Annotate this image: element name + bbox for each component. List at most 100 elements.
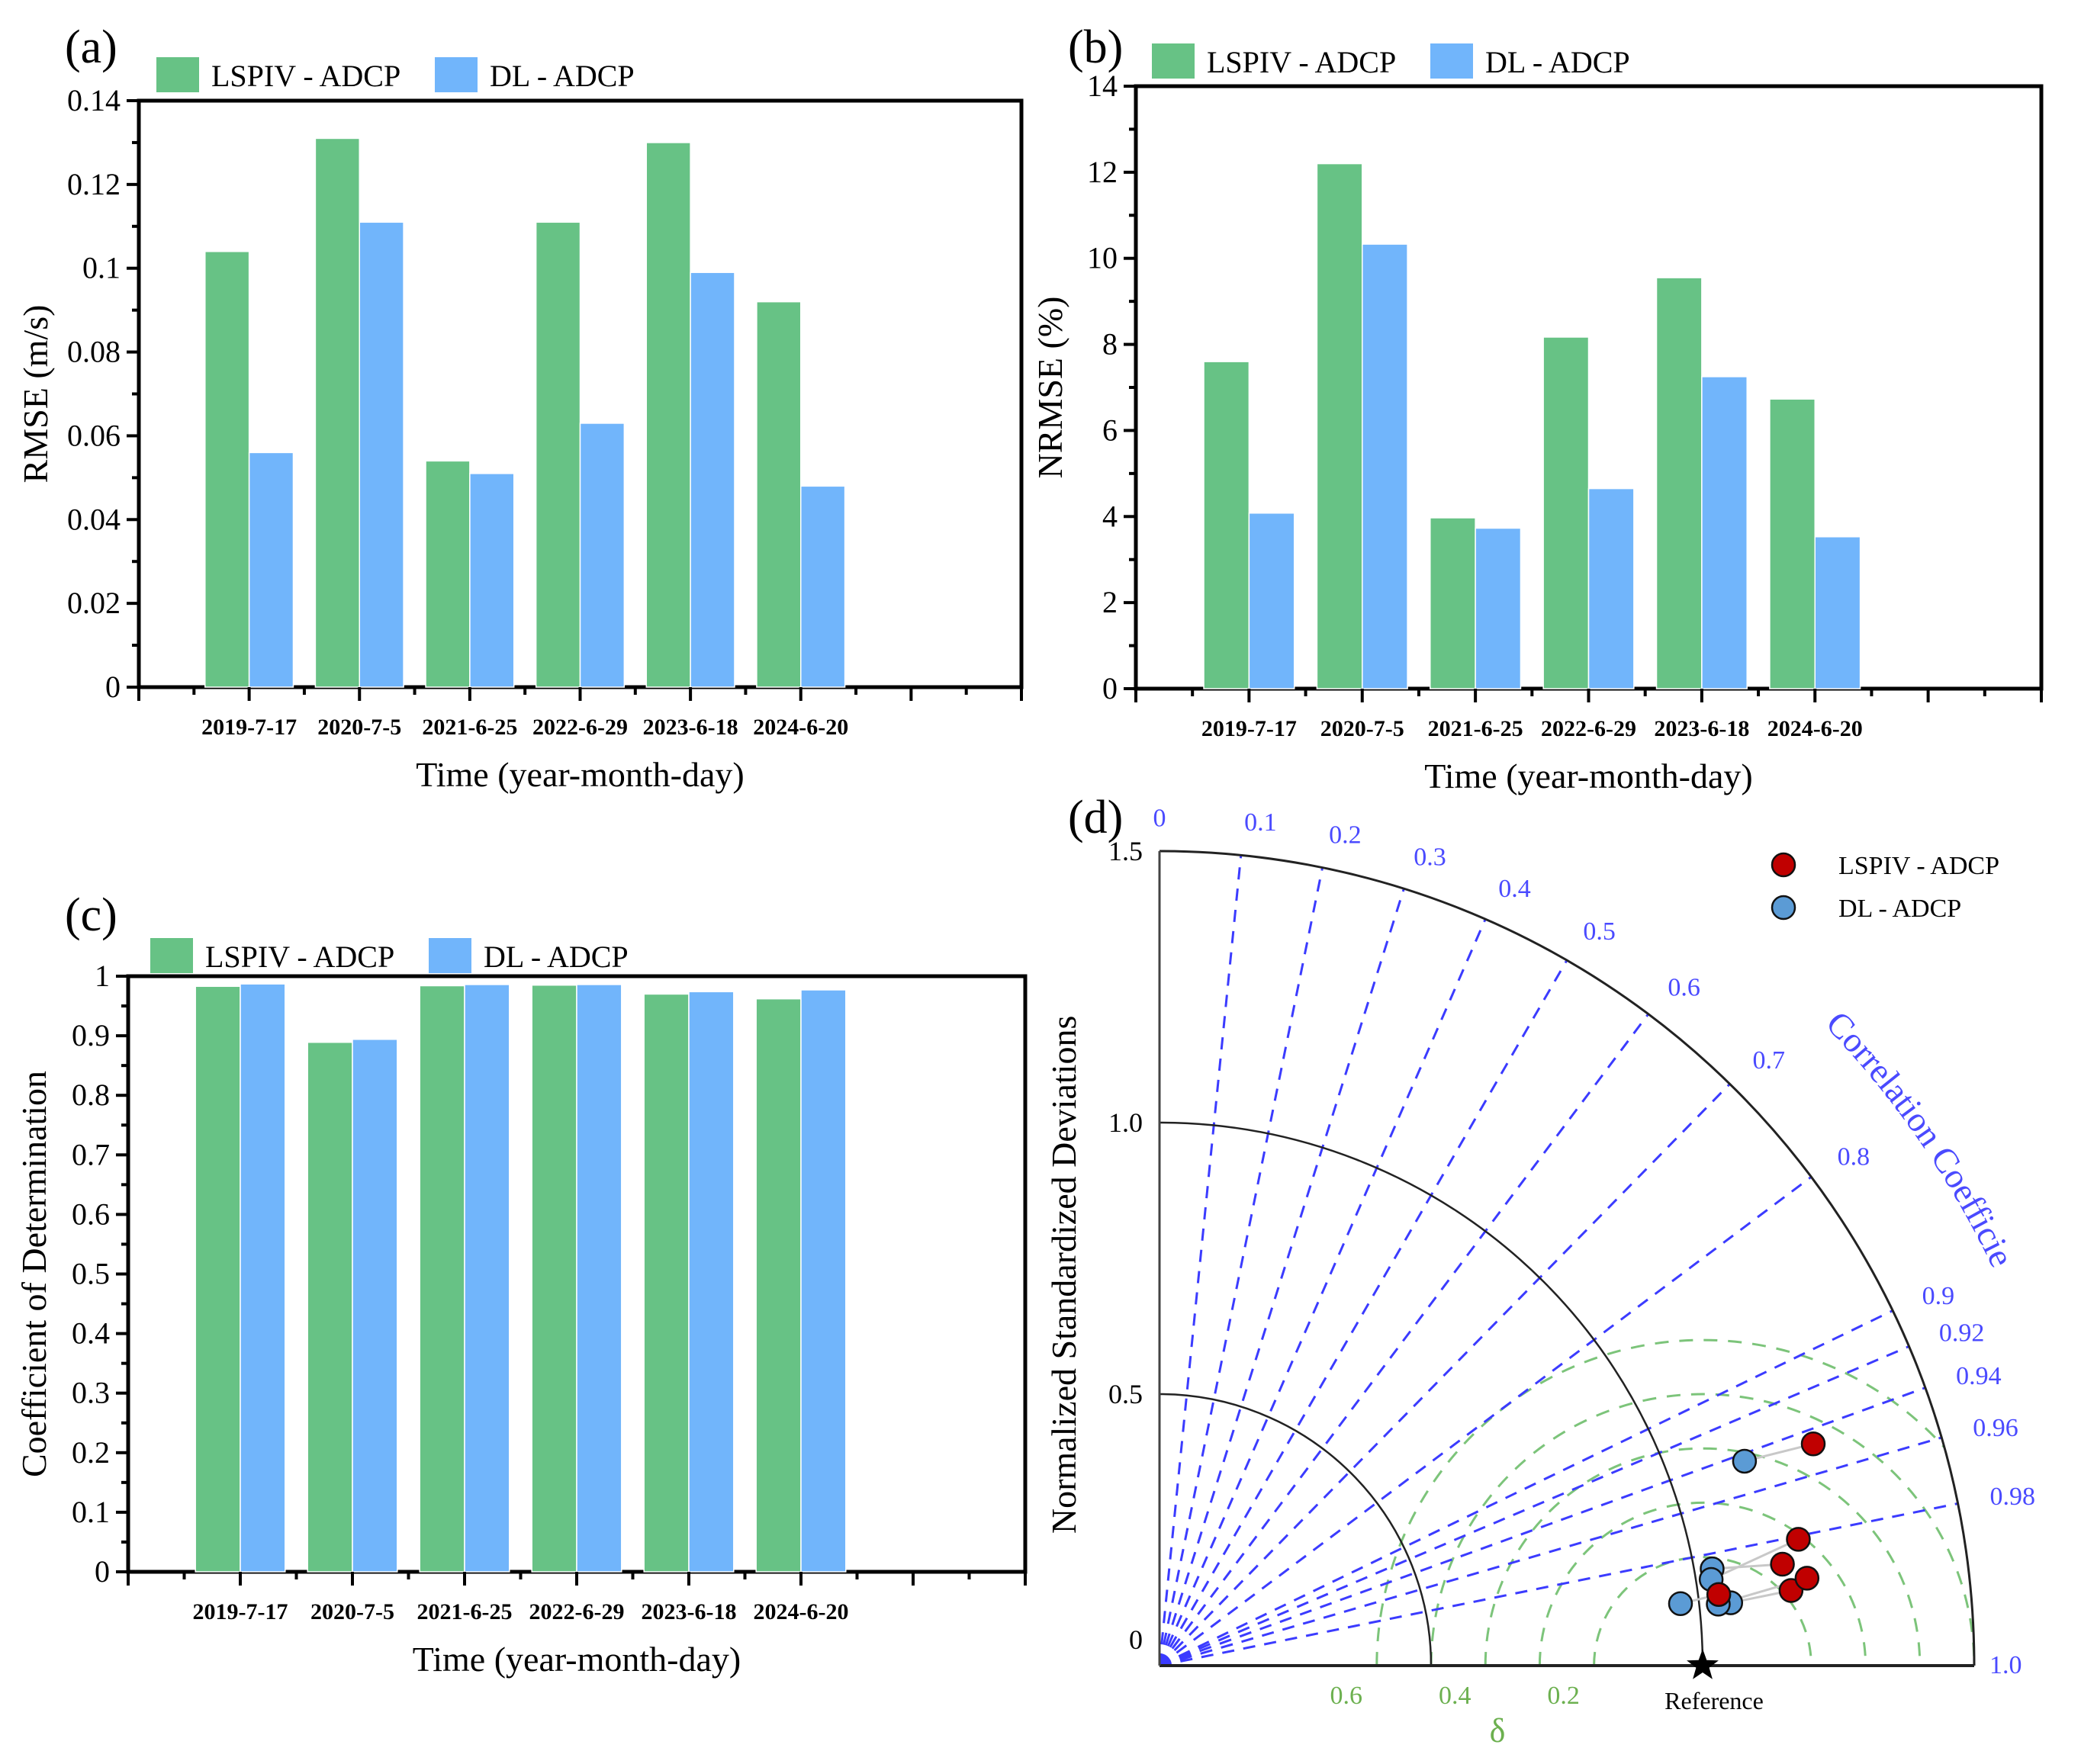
x-tick-label: 2020-7-5: [317, 715, 401, 740]
y-tick-label: 12: [1087, 155, 1118, 189]
legend-label-dl: DL - ADCP: [1838, 895, 1961, 923]
y-axis-title: Normalized Standardized Deviations: [1044, 1016, 1083, 1534]
x-tick-label: 2021-6-25: [417, 1599, 513, 1624]
reference-label: Reference: [1664, 1687, 1764, 1714]
x-axis-title: Time (year-month-day): [416, 755, 744, 794]
y-tick-label: 4: [1102, 499, 1118, 533]
y-tick-label: 10: [1087, 241, 1118, 275]
x-axis-title: Time (year-month-day): [413, 1640, 741, 1679]
legend-label-lspiv: LSPIV - ADCP: [205, 940, 394, 974]
y-tick-label: 0.9: [72, 1018, 110, 1052]
correlation-tick-label: 0.3: [1414, 843, 1446, 871]
correlation-tick-label: 0: [1153, 804, 1166, 832]
legend-swatch-lspiv: [156, 57, 199, 92]
lspiv-bar: [314, 137, 360, 688]
x-tick-label: 2019-7-17: [1201, 716, 1297, 741]
legend-swatch-dl: [429, 938, 471, 973]
lspiv-bar: [535, 221, 581, 688]
x-tick-label: 2023-6-18: [642, 1599, 737, 1624]
y-tick-label: 0.06: [67, 418, 121, 452]
lspiv-bar: [1655, 277, 1703, 689]
y-axis-title: RMSE (m/s): [16, 305, 55, 484]
correlation-tick-label: 0.96: [1973, 1414, 2018, 1442]
correlation-tick-label: 0.7: [1753, 1046, 1786, 1075]
dl-bar: [688, 991, 735, 1573]
x-tick-label: 2024-6-20: [754, 1599, 849, 1624]
legend-label-dl: DL - ADCP: [1485, 45, 1630, 79]
legend-swatch-dl: [1430, 43, 1473, 79]
delta-axis-title: δ: [1490, 1712, 1506, 1750]
correlation-tick-label: 0.5: [1583, 917, 1616, 946]
y-tick-label: 2: [1102, 585, 1118, 619]
y-axis-title: NRMSE (%): [1031, 297, 1069, 479]
dl-point: [1732, 1448, 1758, 1474]
dl-bar: [1814, 536, 1861, 689]
y-tick-label: 1: [95, 959, 110, 993]
panel-label-c: (c): [65, 889, 117, 941]
lspiv-bar: [755, 998, 802, 1573]
x-tick-label: 2021-6-25: [1428, 716, 1523, 741]
lspiv-bar: [1769, 398, 1816, 689]
lspiv-bar: [531, 984, 577, 1573]
y-tick-label: 0.5: [72, 1257, 110, 1291]
correlation-line: [1159, 1436, 1942, 1667]
lspiv-bar: [1316, 162, 1363, 689]
dl-bar: [240, 983, 286, 1573]
y-tick-label: 14: [1087, 69, 1118, 103]
reference-star-icon: [1687, 1649, 1719, 1679]
correlation-line: [1159, 1309, 1893, 1667]
lspiv-bar: [643, 993, 690, 1573]
y-tick-label: 0.08: [67, 335, 121, 369]
x-tick-label: 2024-6-20: [753, 715, 848, 740]
correlation-line: [1159, 1502, 1958, 1667]
correlation-line: [1159, 1345, 1910, 1667]
correlation-tick-label: 0.92: [1939, 1319, 1985, 1348]
y-tick-label: 0: [95, 1554, 110, 1589]
lspiv-point: [1706, 1582, 1732, 1607]
x-tick-label: 2020-7-5: [1320, 716, 1404, 741]
y-tick-label: 0.1: [72, 1495, 110, 1529]
delta-tick-label: 0.2: [1547, 1682, 1580, 1710]
lspiv-bar: [195, 985, 241, 1573]
std-arc: [1159, 850, 1976, 1666]
panel-label-b: (b): [1068, 21, 1123, 73]
std-arc: [1159, 1121, 1704, 1666]
x-tick-label: 2020-7-5: [310, 1599, 394, 1624]
correlation-tick-label: 0.4: [1498, 875, 1531, 903]
lspiv-point: [1786, 1527, 1811, 1552]
y-tick-label: 0: [1102, 671, 1118, 705]
lspiv-point: [1800, 1431, 1826, 1457]
dl-bar: [1362, 243, 1408, 689]
std-tick-label: 1.5: [1108, 836, 1143, 866]
correlation-tick-label: 0.9: [1922, 1282, 1955, 1310]
y-tick-label: 0.2: [72, 1435, 110, 1470]
std-tick-label: 1.0: [1108, 1107, 1143, 1138]
y-tick-label: 0: [105, 670, 121, 704]
lspiv-bar: [419, 985, 465, 1573]
y-tick-label: 0.4: [72, 1316, 110, 1351]
dl-bar: [248, 451, 294, 688]
y-tick-label: 0.14: [67, 83, 121, 117]
delta-arc: [1593, 1556, 1812, 1666]
lspiv-bar: [756, 300, 802, 688]
y-tick-label: 8: [1102, 327, 1118, 361]
std-tick-label: 0.5: [1108, 1379, 1143, 1409]
legend-label-lspiv: LSPIV - ADCP: [1838, 852, 1999, 880]
delta-arc: [1430, 1393, 1974, 1666]
lspiv-bar: [425, 460, 471, 688]
legend-swatch-lspiv: [1152, 43, 1195, 79]
dl-bar: [800, 989, 847, 1573]
dl-point: [1668, 1591, 1693, 1617]
x-tick-label: 2021-6-25: [422, 715, 517, 740]
legend-label-lspiv: LSPIV - ADCP: [211, 59, 400, 93]
lspiv-bar: [1203, 361, 1250, 689]
lspiv-bar: [204, 250, 250, 688]
y-tick-label: 0.6: [72, 1197, 110, 1231]
dl-bar: [1701, 376, 1748, 689]
dl-bar: [469, 473, 515, 688]
legend-marker-lspiv: [1771, 852, 1796, 878]
lspiv-bar: [1542, 336, 1590, 689]
dl-bar: [576, 984, 622, 1573]
lspiv-point: [1770, 1551, 1795, 1577]
